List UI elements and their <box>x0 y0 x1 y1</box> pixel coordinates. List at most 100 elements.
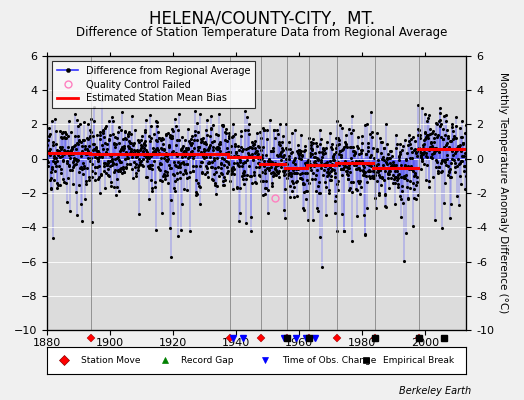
Point <box>76 165 84 171</box>
Point <box>217 171 226 178</box>
Point <box>431 164 440 170</box>
Point <box>429 150 438 156</box>
Point <box>317 157 325 164</box>
Point <box>361 122 369 128</box>
Point <box>100 160 108 166</box>
Point <box>247 214 255 220</box>
Point <box>267 170 275 176</box>
Point <box>241 126 249 133</box>
Point <box>261 190 269 197</box>
Point <box>221 126 230 132</box>
Point <box>451 150 460 156</box>
Point <box>316 158 325 165</box>
Point <box>114 124 123 130</box>
Point <box>311 176 320 183</box>
Point <box>203 131 212 138</box>
Point <box>230 153 238 159</box>
Point <box>240 169 248 175</box>
Point <box>276 121 284 128</box>
Point <box>205 142 214 148</box>
Point <box>100 134 108 140</box>
Point <box>236 144 245 150</box>
Point <box>100 168 108 174</box>
Point <box>285 156 293 162</box>
Point <box>444 172 452 178</box>
Point <box>137 158 146 164</box>
Point <box>290 154 299 161</box>
Point <box>144 154 152 160</box>
Point <box>50 153 58 160</box>
Point <box>203 146 212 153</box>
Point <box>280 169 288 176</box>
Point <box>451 164 459 171</box>
Point <box>306 153 314 160</box>
Point <box>135 211 143 218</box>
Point <box>195 184 204 190</box>
Point <box>94 175 102 182</box>
Point <box>347 144 355 150</box>
Point <box>249 142 257 149</box>
Point <box>156 167 164 174</box>
Point <box>446 215 454 221</box>
Point <box>94 158 102 164</box>
Point <box>99 146 107 153</box>
Point <box>114 154 122 160</box>
Point <box>265 167 273 174</box>
Point <box>180 161 189 167</box>
Point <box>301 164 310 171</box>
Point <box>449 146 457 152</box>
Point <box>187 148 195 155</box>
Point <box>419 144 427 151</box>
Point <box>417 154 425 160</box>
Point <box>255 144 264 150</box>
Point <box>237 132 245 139</box>
Point <box>196 201 204 207</box>
Point <box>121 156 129 162</box>
Point <box>107 178 115 185</box>
Point <box>409 180 418 186</box>
Point <box>310 158 319 164</box>
Point <box>99 127 107 133</box>
Point <box>428 155 436 162</box>
Point <box>106 152 115 159</box>
Point <box>421 136 430 142</box>
Point <box>49 235 58 242</box>
Point <box>159 147 168 153</box>
Point <box>188 140 196 146</box>
Point <box>229 133 237 139</box>
Point <box>156 177 165 183</box>
Point <box>296 164 304 171</box>
Point <box>435 149 443 155</box>
Point <box>329 154 337 160</box>
Point <box>84 177 93 184</box>
Point <box>411 146 419 152</box>
Point <box>375 166 383 172</box>
Point <box>287 170 295 176</box>
Point <box>368 145 377 152</box>
Point <box>63 148 72 154</box>
Point <box>343 171 352 178</box>
Point <box>181 145 190 151</box>
Point <box>275 139 283 145</box>
Point <box>360 170 368 176</box>
Point <box>391 201 399 207</box>
Point <box>413 132 422 138</box>
Point <box>117 126 125 133</box>
Point <box>437 134 445 140</box>
Point <box>97 152 106 158</box>
Point <box>199 151 207 158</box>
Point <box>288 178 296 184</box>
Point <box>211 130 220 137</box>
Point <box>154 164 162 170</box>
Point <box>54 149 63 155</box>
Point <box>328 141 336 147</box>
Point <box>132 154 140 160</box>
Point <box>68 146 76 153</box>
Point <box>147 152 155 159</box>
Point <box>456 142 464 148</box>
Point <box>255 164 263 170</box>
Point <box>385 185 393 191</box>
Point <box>342 168 350 174</box>
Point <box>122 165 130 171</box>
Point <box>174 232 182 239</box>
